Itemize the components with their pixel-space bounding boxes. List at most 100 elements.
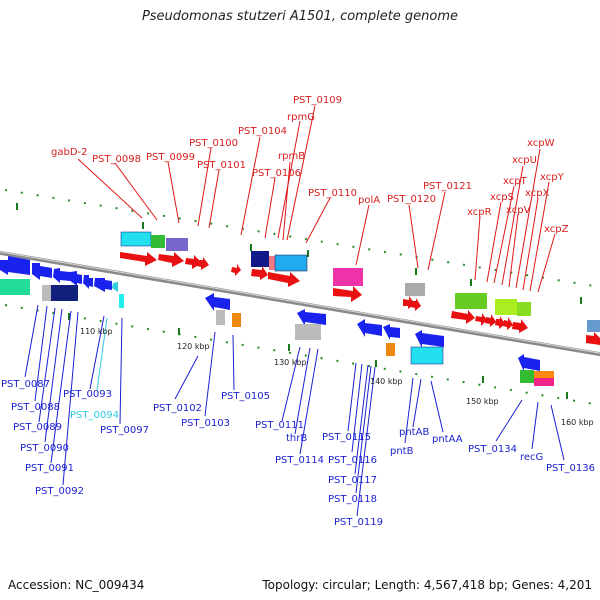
gene-label[interactable]: PST_0088 <box>11 402 60 413</box>
gene-block-pink[interactable] <box>269 256 275 270</box>
gene-label[interactable]: rpmG <box>287 112 315 123</box>
gene-label[interactable]: PST_0090 <box>20 443 69 454</box>
gene-block-green[interactable] <box>520 370 534 383</box>
gene-arrow-forward[interactable] <box>231 264 241 276</box>
gene-block-lime[interactable] <box>455 293 487 309</box>
gene-arrow-reverse[interactable] <box>383 324 400 340</box>
gene-arrow-reverse[interactable] <box>32 263 52 280</box>
gene-block-grey[interactable] <box>42 285 51 301</box>
gene-label[interactable]: PST_0105 <box>221 391 270 402</box>
gene-label[interactable]: PST_0115 <box>322 432 371 443</box>
gene-label[interactable]: PST_0089 <box>13 422 62 433</box>
gene-label[interactable]: xcpW <box>527 138 555 149</box>
gene-label[interactable]: PST_0110 <box>308 188 357 199</box>
gene-arrow-forward[interactable] <box>158 252 184 267</box>
gene-block-orange[interactable] <box>232 313 241 327</box>
gene-block-orange[interactable] <box>534 371 554 378</box>
gene-label[interactable]: PST_0117 <box>328 475 377 486</box>
gene-label[interactable]: thrB <box>286 433 307 444</box>
gene-arrow-reverse[interactable] <box>83 275 93 289</box>
gene-label[interactable]: rpmB <box>278 151 305 162</box>
gene-label[interactable]: xcpT <box>503 176 528 187</box>
gene-arrow-reverse[interactable] <box>357 319 382 337</box>
gene-label[interactable]: PST_0087 <box>1 379 50 390</box>
gene-arrow-reverse[interactable] <box>94 278 112 292</box>
gene-label[interactable]: pntAB <box>399 427 429 438</box>
gene-block-lightblue[interactable] <box>274 254 308 272</box>
gene-label[interactable]: xcpV <box>506 205 531 216</box>
gene-arrow-forward[interactable] <box>251 266 268 280</box>
gene-arrow-reverse[interactable] <box>69 271 82 286</box>
gene-label[interactable]: PST_0109 <box>293 95 342 106</box>
gene-label[interactable]: xcpX <box>525 188 550 199</box>
gene-arrow-forward[interactable] <box>197 257 209 270</box>
gene-block-xcp[interactable] <box>517 302 531 316</box>
gene-block-navy[interactable] <box>251 251 269 267</box>
gene-label[interactable]: PST_0121 <box>423 181 472 192</box>
gene-label[interactable]: xcpZ <box>544 224 569 235</box>
gene-arrow-xcp[interactable] <box>485 314 496 327</box>
gene-arrow-xcp[interactable] <box>512 319 528 333</box>
gene-label[interactable]: gabD-2 <box>51 147 88 158</box>
gene-label[interactable]: PST_0136 <box>546 463 595 474</box>
gene-block-purple[interactable] <box>166 238 188 251</box>
gene-label[interactable]: PST_0118 <box>328 494 377 505</box>
gene-label[interactable]: PST_0134 <box>468 444 517 455</box>
gene-arrow-xcp[interactable] <box>475 313 487 326</box>
gene-label[interactable]: PST_0092 <box>35 486 84 497</box>
gene-label[interactable]: xcpY <box>540 172 565 183</box>
gene-label[interactable]: xcpR <box>467 207 492 218</box>
gene-label[interactable]: PST_0119 <box>334 517 383 528</box>
gene-block-cyan[interactable] <box>120 231 152 247</box>
gene-block-xcp[interactable] <box>495 299 517 315</box>
gene-arrow-polA[interactable] <box>333 286 362 302</box>
gene-label[interactable]: PST_0100 <box>189 138 238 149</box>
gene-arrow-reverse[interactable] <box>205 293 230 311</box>
gene-label[interactable]: PST_0091 <box>25 463 74 474</box>
gene-label[interactable]: PST_0099 <box>146 152 195 163</box>
gene-label[interactable]: PST_0101 <box>197 160 246 171</box>
gene-label[interactable]: PST_0120 <box>387 194 436 205</box>
gene-label[interactable]: pntAA <box>432 434 463 445</box>
gene-arrow-xcp[interactable] <box>495 316 505 329</box>
gene-label[interactable]: xcpS <box>490 192 514 203</box>
gene-block-pnt[interactable] <box>410 346 444 365</box>
gene-block-polA[interactable] <box>333 268 363 286</box>
gene-label[interactable]: PST_0111 <box>255 420 304 431</box>
gene-block-cyan[interactable] <box>119 294 124 308</box>
gene-label[interactable]: PST_0093 <box>63 389 112 400</box>
gene-arrow-forward[interactable] <box>411 298 421 311</box>
gene-label[interactable]: PST_0114 <box>275 455 324 466</box>
gene-block-grey[interactable] <box>405 283 425 296</box>
gene-label-highlight[interactable]: PST_0094 <box>70 410 119 421</box>
gene-arrow-forward[interactable] <box>586 332 600 345</box>
gene-label[interactable]: PST_0106 <box>252 168 301 179</box>
gene-arrow-forward[interactable] <box>120 252 157 266</box>
gene-label[interactable]: PST_0116 <box>328 455 377 466</box>
gene-label[interactable]: PST_0098 <box>92 154 141 165</box>
gene-label[interactable]: PST_0097 <box>100 425 149 436</box>
gene-block-teal[interactable] <box>0 279 30 295</box>
gene-label[interactable]: PST_0102 <box>153 403 202 414</box>
gene-arrow-pnt[interactable] <box>415 330 444 348</box>
gene-arrow-reverse[interactable] <box>297 309 326 326</box>
gene-block-grey[interactable] <box>295 324 321 340</box>
gene-label[interactable]: PST_0103 <box>181 418 230 429</box>
gene-arrow-xcp[interactable] <box>451 310 475 324</box>
gene-block-pink[interactable] <box>534 378 554 386</box>
gene-arrow-reverse[interactable] <box>518 354 540 372</box>
gene-arrow-pst0094[interactable] <box>112 282 118 292</box>
gene-arrow-xcp[interactable] <box>503 317 513 330</box>
gene-block-green[interactable] <box>151 235 165 248</box>
gene-label[interactable]: polA <box>358 195 380 206</box>
gene-arrow-reverse[interactable] <box>0 256 30 275</box>
gene-arrow-reverse[interactable] <box>53 268 70 283</box>
gene-label[interactable]: pntB <box>390 446 414 457</box>
gene-block-orange[interactable] <box>386 343 395 356</box>
gene-label[interactable]: PST_0104 <box>238 126 287 137</box>
gene-label[interactable]: xcpU <box>512 155 537 166</box>
gene-label[interactable]: recG <box>520 452 543 463</box>
gene-arrow-forward[interactable] <box>268 272 300 287</box>
gene-block-edge[interactable] <box>587 320 600 332</box>
gene-block-grey[interactable] <box>216 310 225 325</box>
